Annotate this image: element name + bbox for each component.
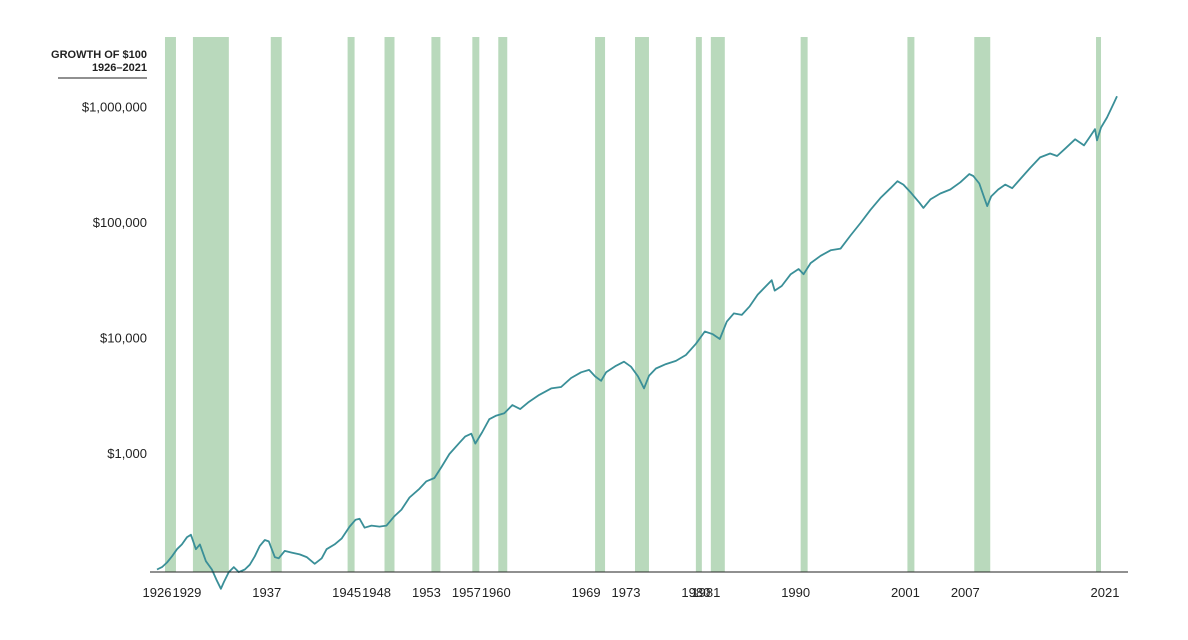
- x-tick-label: 2007: [951, 585, 980, 600]
- y-tick-label: $1,000: [107, 446, 147, 461]
- y-tick-label: $1,000,000: [82, 100, 147, 115]
- y-axis-labels: $1,000 $10,000 $100,000 $1,000,000: [82, 100, 147, 462]
- recession-band: [800, 37, 808, 572]
- recession-band: [710, 37, 725, 572]
- recession-band: [270, 37, 282, 572]
- growth-line: [156, 95, 1118, 590]
- x-tick-label: 1957: [452, 585, 481, 600]
- recession-band: [347, 37, 355, 572]
- recession-band: [164, 37, 176, 572]
- x-tick-label: 1926: [143, 585, 172, 600]
- recession-shading: [164, 37, 1102, 572]
- x-tick-label: 1960: [482, 585, 511, 600]
- x-tick-label: 1948: [362, 585, 391, 600]
- recession-band: [907, 37, 915, 572]
- recession-band: [431, 37, 441, 572]
- y-tick-label: $100,000: [93, 215, 147, 230]
- recession-band: [974, 37, 991, 572]
- recession-band: [595, 37, 606, 572]
- x-tick-label: 1980: [681, 585, 710, 600]
- x-tick-label: 1953: [412, 585, 441, 600]
- x-tick-label: 1990: [781, 585, 810, 600]
- recession-band: [384, 37, 395, 572]
- x-tick-label: 1937: [252, 585, 281, 600]
- recession-band: [634, 37, 649, 572]
- x-tick-label: 1945: [332, 585, 361, 600]
- x-tick-label: 2021: [1091, 585, 1120, 600]
- recession-band: [695, 37, 702, 572]
- recession-band: [498, 37, 508, 572]
- recession-band: [1096, 37, 1102, 572]
- x-tick-label: 1969: [572, 585, 601, 600]
- plot-area: [156, 95, 1118, 590]
- x-tick-label: 1981: [691, 585, 720, 600]
- x-tick-label: 2001: [891, 585, 920, 600]
- recession-band: [472, 37, 480, 572]
- x-axis-labels: 1926 1929 1937 1945 1948 1953 1957 1960 1969 1973…: [143, 585, 1120, 600]
- y-tick-label: $10,000: [100, 331, 147, 346]
- x-tick-label: 1929: [172, 585, 201, 600]
- recession-band: [192, 37, 229, 572]
- x-tick-label: 1973: [612, 585, 641, 600]
- chart-subtitle: 1926–2021: [92, 62, 147, 74]
- chart-title: GROWTH OF $100: [51, 49, 147, 61]
